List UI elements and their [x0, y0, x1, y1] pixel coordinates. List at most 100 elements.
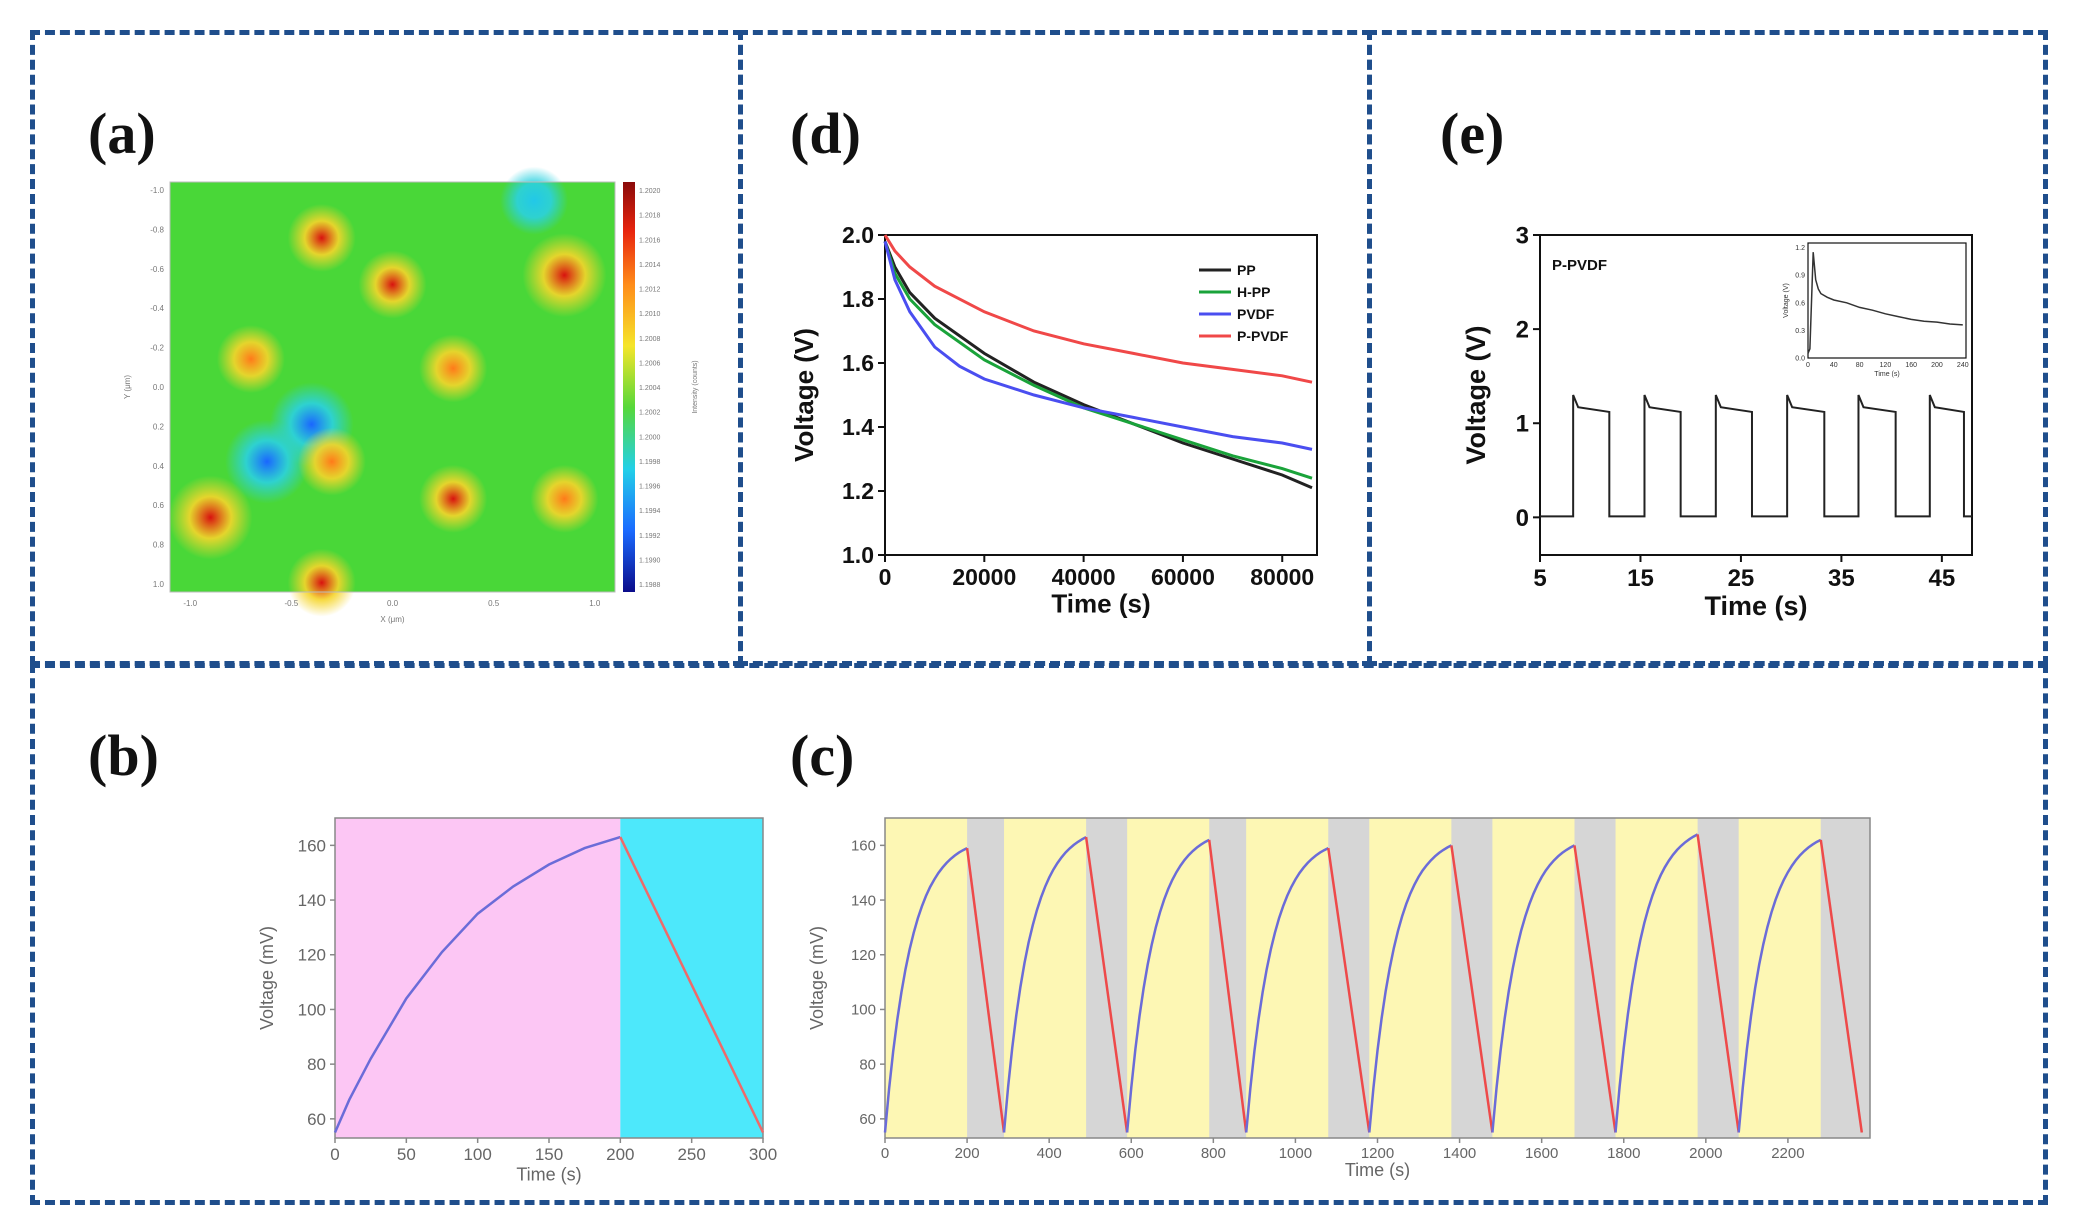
inset-y-axis-label: Voltage (V): [1783, 283, 1790, 318]
colorbar-tick-label: 1.1998: [639, 459, 661, 466]
x-tick-label: 100: [463, 1145, 491, 1164]
x-tick-label: 60000: [1151, 564, 1215, 590]
discharge-line: [1819, 839, 1864, 1133]
y-tick-label: 0.6: [153, 501, 165, 510]
charge-region: [1004, 818, 1087, 1138]
colorbar-label: Intensity (counts): [692, 360, 699, 413]
y-tick-label: 1.2: [842, 478, 874, 504]
discharge-line: [1573, 845, 1617, 1133]
colorbar-tick-label: 1.2008: [639, 336, 661, 343]
x-tick-label: 1200: [1361, 1145, 1394, 1162]
y-tick-label: 1.8: [842, 286, 874, 312]
y-tick-label: 0.0: [153, 383, 165, 392]
x-tick-label: 400: [1037, 1145, 1062, 1162]
panel-label-a: (a): [88, 101, 156, 166]
panel-label-b: (b): [88, 723, 159, 788]
colorbar-tick-label: 1.1988: [639, 582, 661, 589]
inset-frame: [1807, 242, 1967, 359]
y-tick-label: 120: [298, 946, 326, 965]
heatmap-feature: [530, 464, 599, 533]
x-tick-label: 1600: [1525, 1145, 1558, 1162]
legend-label: PVDF: [1237, 306, 1275, 322]
series-line-p-pvdf: [883, 234, 1313, 384]
y-tick-label: 100: [851, 1002, 876, 1019]
charge-line: [1491, 844, 1576, 1133]
annotation-label: P-PVDF: [1552, 257, 1607, 274]
x-tick-label: 45: [1929, 565, 1956, 592]
legend-label: PP: [1237, 262, 1256, 278]
colorbar-tick-label: 1.1990: [639, 557, 661, 564]
charge-region: [885, 818, 968, 1138]
charge-region: [1738, 818, 1821, 1138]
x-tick-label: 0.5: [488, 599, 500, 608]
shaded-region: [335, 818, 621, 1138]
discharge-line: [1084, 836, 1129, 1133]
x-tick-label: 0: [881, 1145, 889, 1162]
y-axis-label: Voltage (mV): [257, 926, 277, 1030]
inset-x-tick-label: 160: [1905, 362, 1917, 369]
y-axis-label: Voltage (V): [789, 328, 819, 462]
y-tick-label: 3: [1516, 222, 1529, 249]
discharge-line: [1450, 845, 1494, 1133]
series-line-p-pvdf: [1540, 394, 1972, 518]
y-tick-label: 140: [851, 892, 876, 909]
colorbar: [623, 182, 635, 592]
colorbar-tick-label: 1.1996: [639, 484, 661, 491]
heatmap-feature: [358, 250, 427, 319]
y-axis-label: Voltage (V): [1461, 325, 1491, 464]
x-tick-label: 150: [535, 1145, 563, 1164]
y-tick-label: 2.0: [842, 222, 874, 248]
charge-region: [1369, 818, 1452, 1138]
colorbar-tick-label: 1.2016: [639, 237, 661, 244]
discharge-line: [1327, 847, 1371, 1133]
x-tick-label: 0: [879, 564, 892, 590]
panel-label-d: (d): [790, 101, 861, 166]
y-tick-label: 100: [298, 1000, 326, 1019]
discharge-line: [1207, 839, 1248, 1133]
x-tick-label: 80000: [1250, 564, 1314, 590]
panel-frame-bc: [30, 663, 2048, 1205]
series-line-h-pp: [883, 240, 1313, 480]
x-tick-label: 200: [955, 1145, 980, 1162]
x-tick-label: 600: [1119, 1145, 1144, 1162]
heatmap-feature: [287, 548, 356, 617]
y-tick-label: 160: [851, 838, 876, 855]
x-tick-label: 40000: [1052, 564, 1116, 590]
line-chart-c: 0 200 400 600 800 1000 1200 1400 1600 1800 2000 220…: [807, 817, 1871, 1180]
heatmap-feature: [419, 334, 488, 403]
y-axis-label: Voltage (mV): [807, 926, 827, 1030]
x-axis-label: Time (s): [516, 1164, 581, 1184]
x-axis-label: Time (s): [1345, 1160, 1410, 1180]
y-tick-label: 1.6: [842, 350, 874, 376]
charge-line: [1737, 838, 1822, 1133]
y-tick-label: 1.4: [842, 414, 874, 440]
charge-line: [883, 846, 968, 1133]
plot-frame: [1539, 234, 1973, 556]
x-tick-label: 25: [1728, 565, 1755, 592]
legend-label: H-PP: [1237, 284, 1270, 300]
charge-line: [333, 835, 621, 1133]
y-tick-label: -0.2: [150, 344, 164, 353]
x-tick-label: 15: [1627, 565, 1654, 592]
discharge-line: [619, 836, 765, 1134]
colorbar-tick-label: 1.2004: [639, 385, 661, 392]
y-tick-label: 0.2: [153, 422, 165, 431]
legend-label: P-PVDF: [1237, 328, 1289, 344]
plot-frame: [884, 234, 1318, 556]
inset-y-tick-label: 0.3: [1795, 328, 1805, 335]
y-tick-label: -1.0: [150, 186, 164, 195]
y-tick-label: 80: [307, 1055, 326, 1074]
charge-region: [1615, 818, 1698, 1138]
heatmap-feature: [225, 419, 310, 504]
series-line-pp: [883, 240, 1313, 490]
y-tick-label: 120: [851, 947, 876, 964]
inset-x-tick-label: 0: [1806, 362, 1810, 369]
charge-region: [1492, 818, 1575, 1138]
y-tick-label: 1.0: [842, 542, 874, 568]
y-tick-label: 60: [307, 1110, 326, 1129]
line-chart-b: 0 50 100 150 200 250 300 60 80 100 120 140 160 Time (…: [257, 817, 777, 1184]
y-tick-label: -0.8: [150, 225, 164, 234]
heatmap-feature: [500, 166, 569, 235]
panel-label-c: (c): [790, 723, 855, 788]
heatmap-feature: [168, 475, 253, 560]
